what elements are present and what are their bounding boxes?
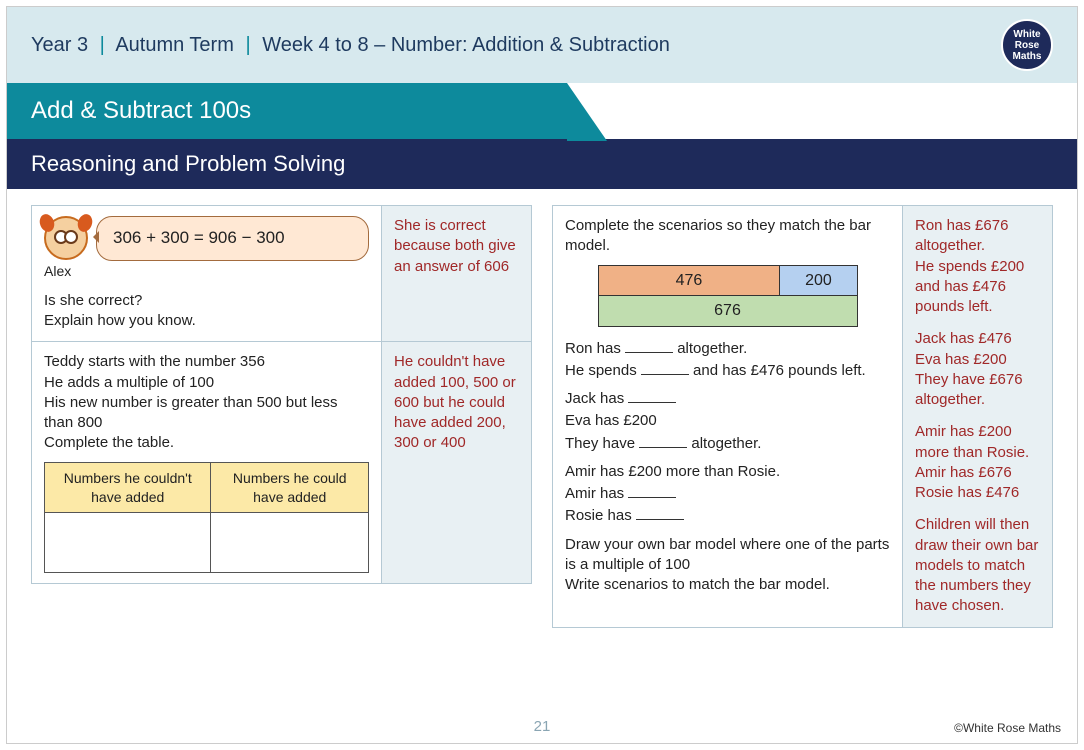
answer-line: Amir has £676 [915,463,1040,483]
term-label: Autumn Term [115,34,234,56]
copyright: ©White Rose Maths [954,721,1061,735]
scenario-line: They have altogether. [565,434,890,454]
answer-line: Jack has £476 [915,329,1040,349]
bar-model: 476 200 676 [598,265,858,327]
question-panel: Alex 306 + 300 = 906 − 300 Is she correc… [31,205,532,342]
page-number: 21 [534,718,551,735]
character-speech: Alex 306 + 300 = 906 − 300 [44,216,369,281]
table-header: Numbers he could have added [211,462,369,513]
bar-segment: 476 [599,266,781,296]
bar-total: 676 [599,295,857,326]
scenario-line: Write scenarios to match the bar model. [565,575,890,595]
answer-line: Eva has £200 [915,350,1040,370]
logo-badge: White Rose Maths [1001,19,1053,71]
scenario-line: He spends and has £476 pounds left. [565,361,890,381]
answer-body: Ron has £676 altogether. He spends £200 … [902,206,1052,627]
question-panel: Teddy starts with the number 356 He adds… [31,342,532,584]
table-header: Numbers he couldn't have added [45,462,211,513]
lesson-title: Add & Subtract 100s [7,83,567,139]
scenario-line: Draw your own bar model where one of the… [565,535,890,576]
scenario-line: Rosie has [565,506,890,526]
table-cell [45,513,211,573]
scenario-line: Ron has altogether. [565,339,890,359]
year-label: Year 3 [31,34,88,56]
question-text: Teddy starts with the number 356 [44,352,369,372]
separator: | [100,34,105,56]
question-text: Complete the table. [44,433,369,453]
answer-line: They have £676 altogether. [915,370,1040,411]
logo-line: Maths [1013,51,1042,62]
answer-body: He couldn't have added 100, 500 or 600 b… [381,342,531,583]
week-label: Week 4 to 8 – Number: Addition & Subtrac… [262,34,670,56]
prompt-text: Explain how you know. [44,311,369,331]
section-title: Reasoning and Problem Solving [7,139,1077,189]
header-bar: Year 3 | Autumn Term | Week 4 to 8 – Num… [7,7,1077,83]
logo-line: Rose [1015,40,1039,51]
answer-table: Numbers he couldn't have added Numbers h… [44,462,369,574]
right-column: Complete the scenarios so they match the… [552,205,1053,628]
question-panel: Complete the scenarios so they match the… [552,205,1053,628]
bar-segment: 200 [780,266,856,296]
question-body: Complete the scenarios so they match the… [553,206,902,627]
answer-line: Rosie has £476 [915,483,1040,503]
question-text: He adds a multiple of 100 [44,373,369,393]
left-column: Alex 306 + 300 = 906 − 300 Is she correc… [31,205,532,628]
table-cell [211,513,369,573]
question-body: Teddy starts with the number 356 He adds… [32,342,381,583]
answer-line: Amir has £200 more than Rosie. [915,422,1040,463]
speech-bubble: 306 + 300 = 906 − 300 [96,216,369,261]
scenario-line: Jack has [565,389,890,409]
scenario-line: Amir has £200 more than Rosie. [565,462,890,482]
scenario-line: Amir has [565,484,890,504]
logo-line: White [1013,29,1040,40]
answer-line: Children will then draw their own bar mo… [915,515,1040,616]
question-text: His new number is greater than 500 but l… [44,393,369,434]
character-name: Alex [44,262,88,281]
question-body: Alex 306 + 300 = 906 − 300 Is she correc… [32,206,381,341]
alex-avatar [44,216,88,260]
content-area: Alex 306 + 300 = 906 − 300 Is she correc… [7,189,1077,644]
answer-body: She is correct because both give an answ… [381,206,531,341]
answer-line: He spends £200 and has £476 pounds left. [915,257,1040,318]
breadcrumb: Year 3 | Autumn Term | Week 4 to 8 – Num… [31,34,670,57]
prompt-text: Is she correct? [44,291,369,311]
page-border: Year 3 | Autumn Term | Week 4 to 8 – Num… [6,6,1078,744]
question-text: Complete the scenarios so they match the… [565,216,890,257]
answer-line: Ron has £676 altogether. [915,216,1040,257]
separator: | [245,34,250,56]
scenario-line: Eva has £200 [565,411,890,431]
